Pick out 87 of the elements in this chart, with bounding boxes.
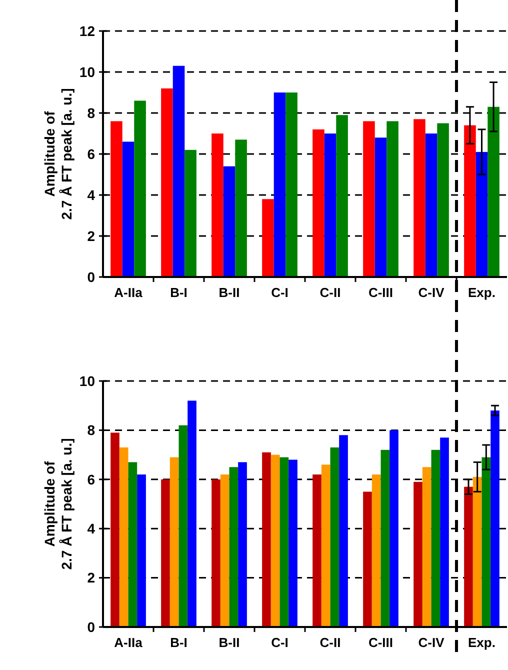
y-tick-label: 6: [87, 146, 96, 162]
bar: [262, 199, 274, 277]
bar: [128, 462, 138, 627]
bar: [119, 447, 128, 627]
y-tick-label: 6: [87, 471, 96, 488]
bar: [490, 410, 500, 627]
y-tick-label: 10: [79, 64, 96, 80]
bar: [488, 106, 500, 277]
x-tick-label: B-II: [218, 285, 240, 300]
bar: [223, 166, 236, 277]
bar: [172, 66, 185, 277]
y-axis-title: Amplitude of 2.7 Å FT peak [a. u.]: [42, 438, 74, 570]
x-tick-label: Exp.: [468, 285, 496, 300]
x-tick-label: C-IV: [418, 635, 445, 650]
y-tick-label: 2: [87, 228, 96, 244]
x-tick-label: C-III: [368, 285, 394, 300]
bar: [363, 121, 375, 277]
x-tick-label: A-IIa: [114, 285, 144, 300]
bar: [476, 152, 488, 277]
bar: [312, 129, 324, 277]
bar: [110, 432, 120, 627]
bar: [336, 115, 348, 277]
bar: [374, 138, 387, 277]
bar: [431, 450, 440, 627]
bar: [184, 150, 196, 277]
x-tick-label: C-II: [320, 635, 341, 650]
bar: [422, 467, 432, 627]
bar: [339, 435, 348, 627]
bar: [482, 457, 491, 627]
bar: [270, 454, 280, 627]
bar: [288, 460, 298, 627]
bar: [437, 123, 449, 277]
bar: [286, 92, 298, 277]
y-tick-label: 8: [87, 422, 96, 438]
bar: [188, 400, 196, 627]
y-tick-label: 10: [79, 372, 96, 389]
y-tick-label: 0: [87, 268, 96, 285]
bar: [110, 121, 122, 277]
x-tick-label: A-IIa: [114, 635, 144, 650]
bar: [161, 479, 170, 627]
bar: [212, 479, 220, 627]
bar: [274, 92, 286, 277]
y-tick-label: 12: [79, 22, 96, 39]
bar: [235, 140, 247, 277]
bar: [220, 474, 230, 627]
x-tick-label: C-II: [320, 285, 341, 300]
bar: [386, 121, 398, 277]
x-tick-label: C-IV: [418, 285, 445, 300]
y-tick-label: 8: [87, 104, 96, 121]
bar: [414, 119, 426, 277]
bar: [161, 88, 173, 277]
bar: [472, 476, 482, 627]
bar: [170, 457, 179, 627]
bar: [229, 467, 238, 627]
bar: [440, 438, 449, 627]
bar: [137, 474, 146, 627]
y-tick-label: 0: [87, 618, 96, 635]
bar: [280, 457, 289, 627]
x-tick-label: B-I: [170, 285, 188, 300]
bar: [238, 462, 247, 627]
x-tick-label: Exp.: [468, 635, 496, 650]
x-tick-label: C-I: [271, 285, 288, 300]
bar: [425, 134, 438, 277]
x-tick-label: C-III: [368, 635, 394, 650]
bar: [464, 486, 473, 627]
bar: [380, 450, 390, 627]
bar: [312, 474, 322, 627]
bar: [464, 125, 476, 277]
bar: [212, 134, 224, 277]
bar: [178, 425, 188, 627]
bar: [321, 464, 330, 627]
bar: [262, 452, 271, 627]
y-tick-label: 4: [87, 186, 96, 203]
bar: [324, 134, 336, 277]
y-tick-label: 4: [87, 520, 96, 536]
bar: [363, 492, 372, 627]
x-tick-label: B-II: [218, 635, 240, 650]
bar: [372, 474, 381, 627]
x-tick-label: B-I: [170, 635, 188, 650]
bar: [414, 482, 422, 627]
y-tick-label: 2: [87, 570, 96, 586]
bar: [390, 430, 398, 627]
y-axis-title: Amplitude of 2.7 Å FT peak [a. u.]: [42, 88, 74, 220]
bar: [134, 100, 146, 277]
bar: [330, 447, 340, 627]
bar: [122, 142, 134, 277]
x-tick-label: C-I: [271, 635, 288, 650]
